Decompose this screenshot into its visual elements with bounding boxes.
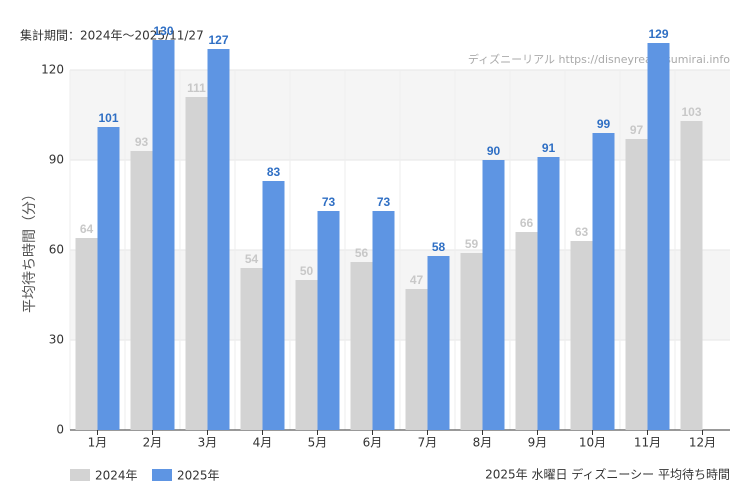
bar [680,121,703,430]
bar [570,241,593,430]
value-label: 63 [575,225,589,239]
y-tick-label: 30 [49,333,64,347]
value-label: 50 [300,264,314,278]
y-tick-label: 90 [49,153,64,167]
bar [130,151,153,430]
bar [262,181,285,430]
x-tick-label: 8月 [473,436,493,450]
bar [460,253,483,430]
x-tick-label: 10月 [579,436,606,450]
bar [372,211,395,430]
bar [427,256,450,430]
legend-swatch [70,469,90,481]
footnote: 2025年 水曜日 ディズニーシー 平均待ち時間 [485,467,730,482]
value-label: 66 [520,216,534,230]
bar [75,238,98,430]
y-tick-label: 60 [49,243,64,257]
value-label: 64 [80,222,94,236]
x-tick-label: 2月 [143,436,163,450]
value-label: 127 [208,33,228,47]
value-label: 56 [355,246,369,260]
value-label: 129 [648,27,668,41]
x-tick-label: 7月 [418,436,438,450]
value-label: 97 [630,123,644,137]
bar [625,139,648,430]
legend-swatch [152,469,172,481]
bar [537,157,560,430]
bar [482,160,505,430]
bar [350,262,373,430]
bar [295,280,318,430]
value-label: 73 [377,195,391,209]
value-label: 111 [187,81,206,95]
value-label: 83 [267,165,281,179]
x-tick-label: 6月 [363,436,383,450]
bar [240,268,263,430]
value-label: 59 [465,237,479,251]
value-label: 99 [597,117,611,131]
legend-label: 2025年 [177,469,220,483]
watermark: ディズニーリアル https://disneyreal.asumirai.inf… [468,52,730,66]
value-label: 101 [98,111,118,125]
bar [185,97,208,430]
x-tick-label: 4月 [253,436,273,450]
value-label: 91 [542,141,556,155]
value-label: 130 [153,24,173,38]
legend-label: 2024年 [95,469,138,483]
y-tick-label: 120 [41,63,64,77]
bar [592,133,615,430]
value-label: 58 [432,240,446,254]
bar [515,232,538,430]
bar [152,40,175,430]
x-tick-label: 11月 [634,436,661,450]
value-label: 73 [322,195,336,209]
x-tick-label: 9月 [528,436,548,450]
bar [405,289,428,430]
bar [317,211,340,430]
x-tick-label: 3月 [198,436,218,450]
subtitle: 集計期間：2024年～2025/11/27 [20,28,204,43]
y-axis-title: 平均待ち時間（分） [22,187,38,313]
bar [647,43,670,430]
value-label: 93 [135,135,149,149]
x-tick-label: 5月 [308,436,328,450]
value-label: 90 [487,144,501,158]
value-label: 47 [410,273,424,287]
x-tick-label: 12月 [689,436,716,450]
bar [207,49,230,430]
y-tick-label: 0 [56,423,64,437]
value-label: 54 [245,252,259,266]
x-tick-label: 1月 [88,436,108,450]
bar [97,127,120,430]
value-label: 103 [681,105,701,119]
